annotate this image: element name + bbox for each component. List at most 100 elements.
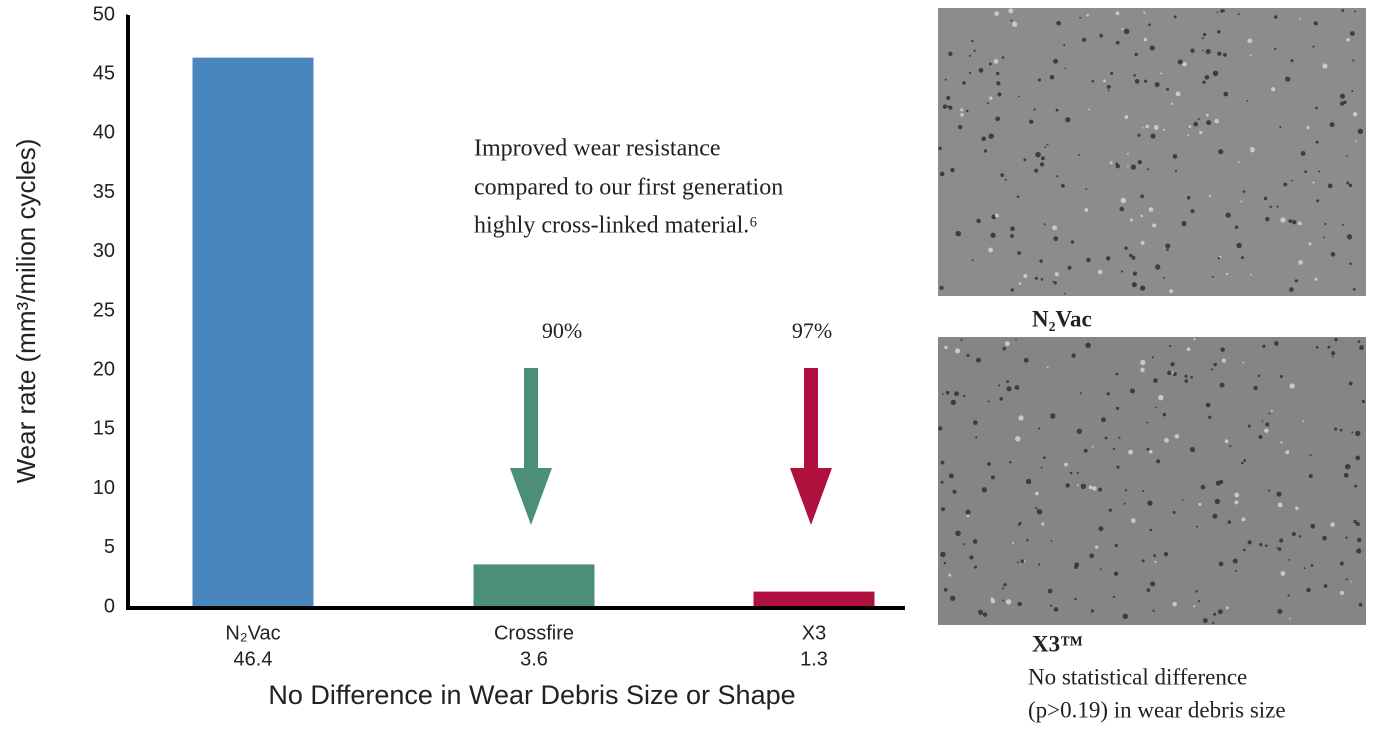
texture-dot <box>1174 15 1177 18</box>
texture-dot <box>1166 88 1169 91</box>
texture-dot <box>1051 540 1053 542</box>
texture-dot <box>1265 544 1268 547</box>
texture-dot <box>1358 340 1361 343</box>
texture-dot <box>1202 37 1204 39</box>
texture-dot <box>1154 125 1159 130</box>
texture-dot <box>1050 413 1056 419</box>
texture-dot <box>1101 417 1106 422</box>
texture-dot <box>1088 108 1090 110</box>
texture-dot <box>943 104 947 108</box>
texture-dot <box>1351 431 1353 433</box>
texture-dot <box>1213 514 1218 519</box>
texture-dot <box>991 475 995 479</box>
texture-dot <box>1134 53 1138 57</box>
texture-dot <box>1223 92 1228 97</box>
texture-dot <box>940 172 945 177</box>
texture-dot <box>1301 151 1306 156</box>
texture-dot <box>1341 9 1344 12</box>
texture-dot <box>1353 112 1357 116</box>
texture-dot <box>940 286 944 290</box>
texture-dot <box>1285 76 1290 81</box>
texture-dot <box>1146 125 1149 128</box>
texture-dot <box>1147 448 1150 451</box>
texture-dot <box>1238 13 1240 15</box>
texture-dot <box>1133 74 1136 77</box>
texture-dot <box>1327 346 1330 349</box>
texture-dot <box>1095 546 1098 549</box>
texture-dot <box>1234 500 1238 504</box>
texture-dot <box>1026 479 1031 484</box>
texture-dot <box>1149 450 1153 454</box>
texture-dot <box>1115 11 1119 15</box>
y-axis-label: Wear rate (mm³/milion cycles) <box>11 139 41 484</box>
texture-dot <box>1009 461 1011 463</box>
texture-dot <box>1190 447 1195 452</box>
texture-dot <box>1350 31 1355 36</box>
texture-dot <box>1340 429 1343 432</box>
texture-dot <box>1264 197 1268 201</box>
texture-dot <box>1165 243 1170 248</box>
texture-dot <box>971 40 973 42</box>
texture-dot <box>1106 256 1111 261</box>
texture-dot <box>1147 588 1151 592</box>
texture-dot <box>1160 72 1162 74</box>
texture-dot <box>1115 163 1118 166</box>
texture-dot <box>1052 225 1057 230</box>
chart-title: No Difference in Wear Debris Size or Sha… <box>268 680 795 710</box>
texture-dot <box>1113 596 1115 598</box>
page: Wear rate (mm³/milion cycles) No Differe… <box>0 0 1379 733</box>
texture-dot <box>958 125 962 129</box>
texture-dot <box>1334 427 1337 430</box>
texture-dot <box>1223 53 1227 57</box>
texture-dot <box>1055 272 1059 276</box>
texture-dot <box>1205 75 1210 80</box>
texture-dot <box>1258 435 1262 439</box>
texture-dot <box>1039 259 1042 262</box>
texture-dot <box>1121 28 1123 30</box>
annotation: compared to our first generation <box>474 175 783 201</box>
texture-dot <box>975 436 977 438</box>
texture-dot <box>1048 589 1053 594</box>
texture-dot <box>1285 450 1289 454</box>
value-label: 46.4 <box>234 648 273 670</box>
texture-dot <box>1152 610 1154 612</box>
texture-dot <box>1142 127 1144 129</box>
texture-dot <box>1182 499 1184 501</box>
value-label: 3.6 <box>520 648 548 670</box>
texture-dot <box>1011 288 1014 291</box>
texture-dot <box>1246 100 1248 102</box>
texture-dot <box>1142 490 1144 492</box>
texture-dot <box>1114 571 1118 575</box>
texture-dot <box>1184 375 1187 378</box>
panel-caption: N₂Vac <box>1032 306 1092 331</box>
texture-dot <box>1140 215 1143 218</box>
y-tick-label: 15 <box>93 418 115 440</box>
texture-dot <box>1309 474 1313 478</box>
texture-dot <box>1310 454 1312 456</box>
y-tick-label: 45 <box>93 62 115 84</box>
texture-dot <box>973 539 978 544</box>
texture-dot <box>1146 421 1148 423</box>
texture-dot <box>1002 56 1005 59</box>
texture-dot <box>1116 466 1119 469</box>
texture-dot <box>994 11 999 16</box>
texture-dot <box>988 248 993 253</box>
texture-dot <box>1108 90 1110 92</box>
texture-dot <box>1006 386 1011 391</box>
texture-dot <box>1187 196 1191 200</box>
texture-dot <box>1006 380 1009 383</box>
texture-dot <box>1330 122 1335 127</box>
texture-dot <box>1005 341 1010 346</box>
texture-dot <box>1035 507 1037 509</box>
texture-dot <box>1170 362 1174 366</box>
texture-dot <box>1340 101 1344 105</box>
texture-dot <box>1038 563 1040 565</box>
texture-dot <box>1259 543 1262 546</box>
x-tick-label: N₂Vac <box>225 622 280 644</box>
texture-dot <box>999 397 1003 401</box>
texture-dot <box>1182 62 1186 66</box>
texture-dot <box>1125 489 1127 491</box>
texture-dot <box>955 348 960 353</box>
texture-dot <box>1086 258 1091 263</box>
texture-dot <box>1143 12 1145 14</box>
